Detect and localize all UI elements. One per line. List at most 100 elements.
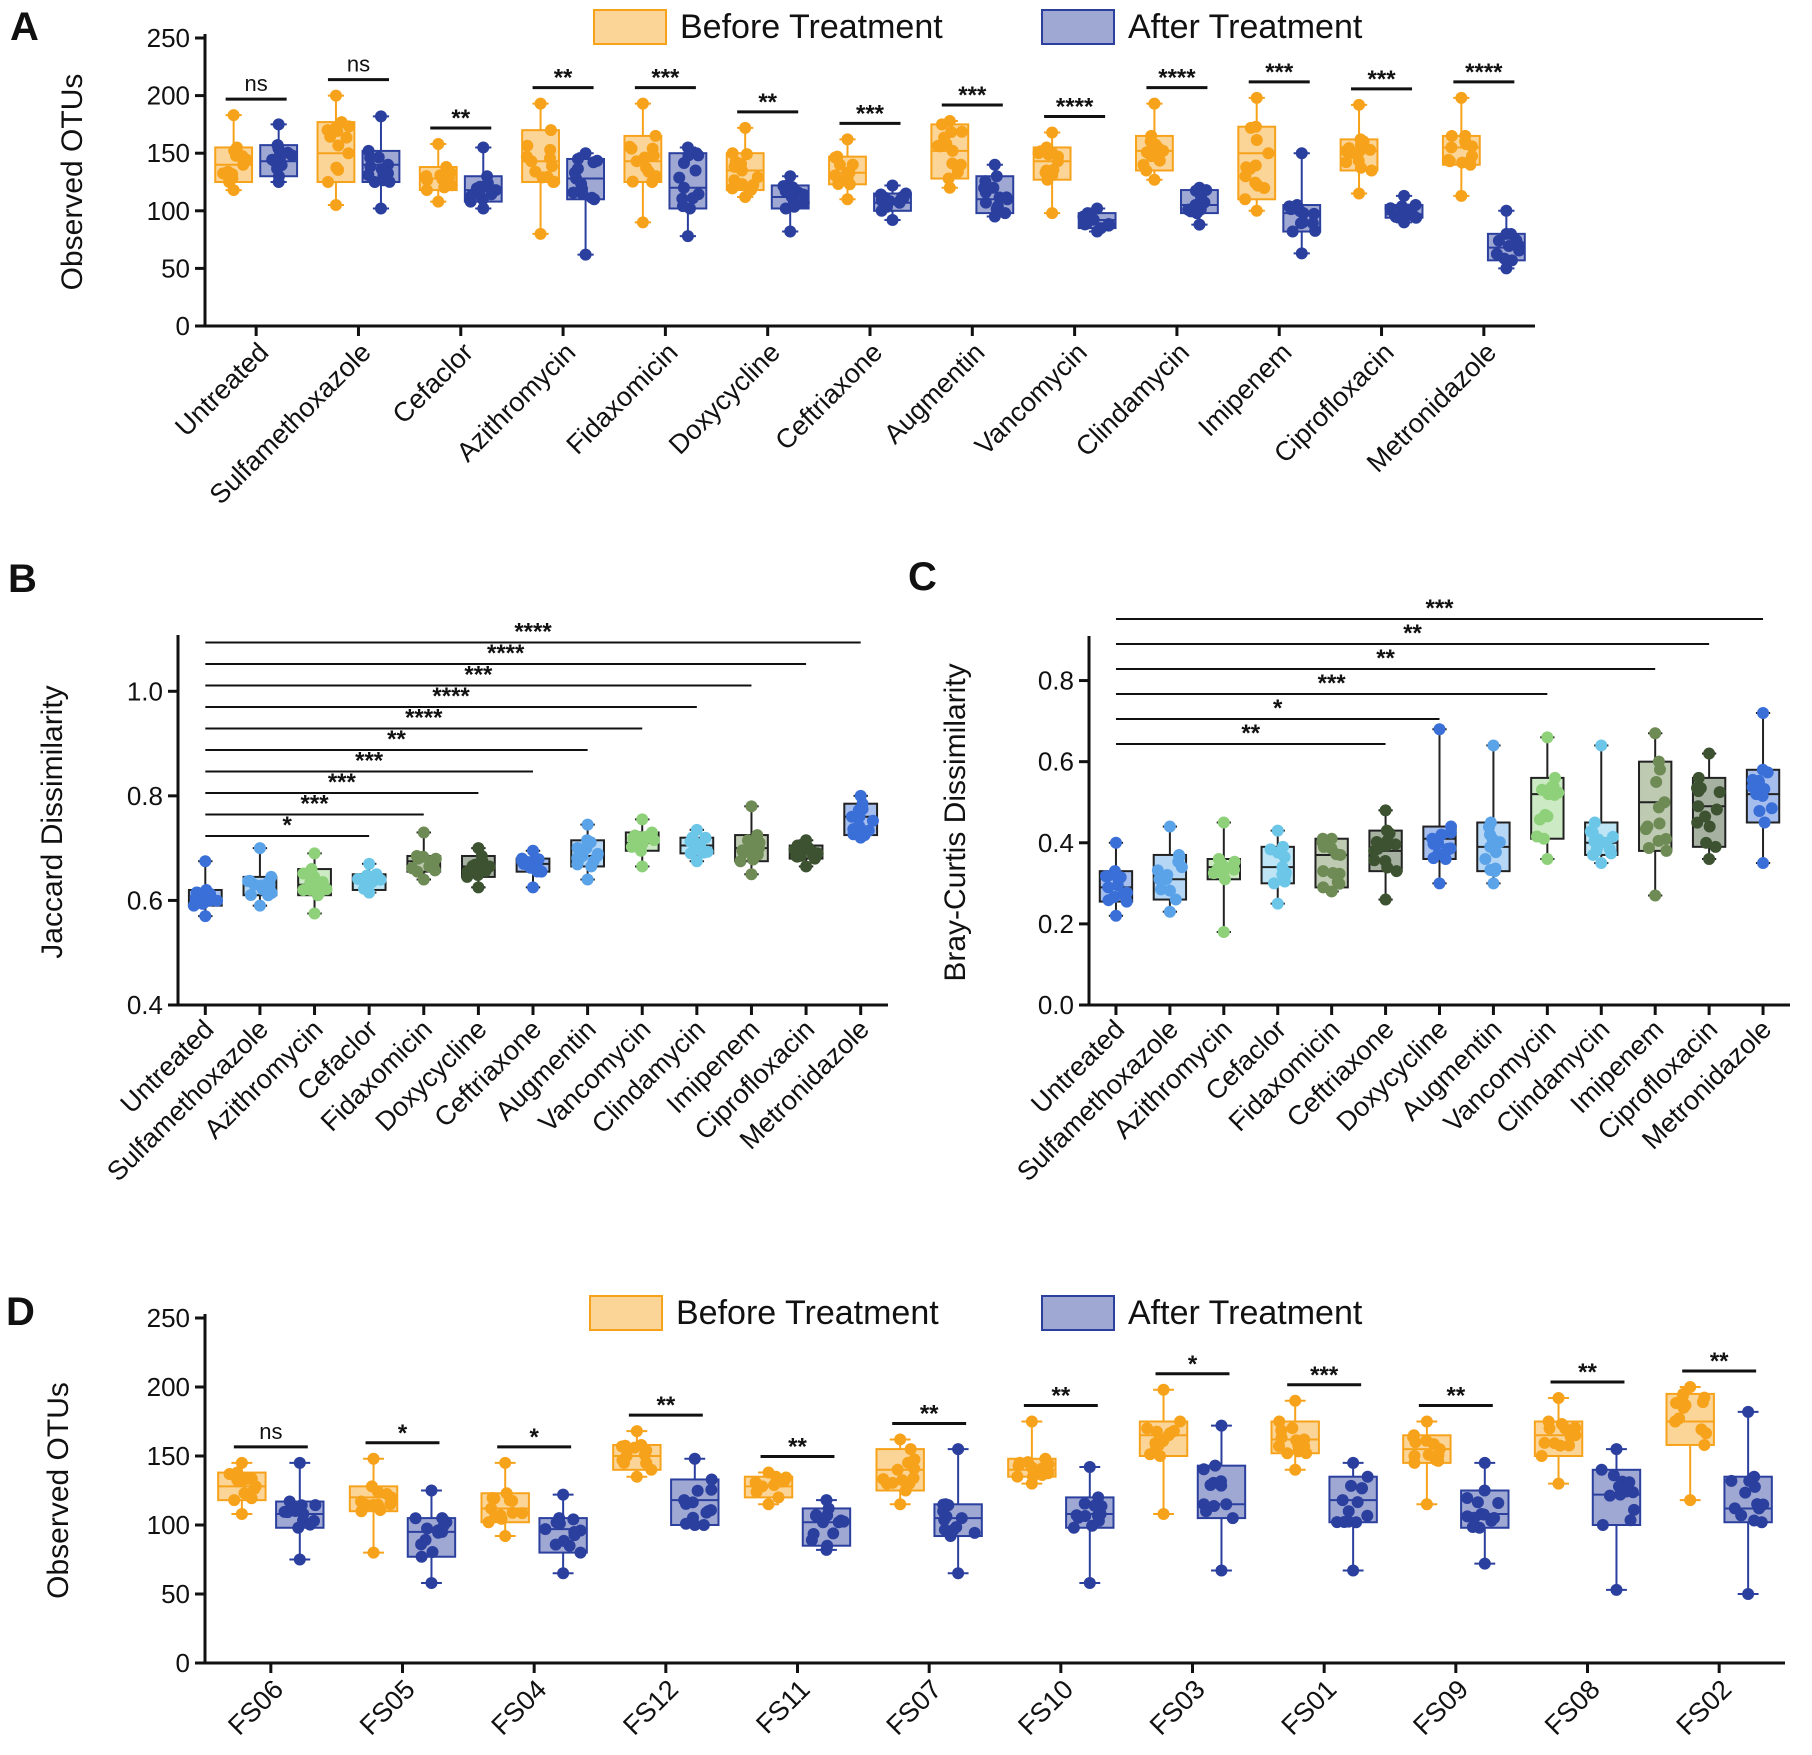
data-point [1195,191,1208,204]
comparison-label: ** [1403,620,1422,647]
data-point [649,129,662,142]
data-point [979,196,992,209]
data-point [248,1482,261,1495]
data-point [1317,840,1330,853]
data-point [1492,1496,1505,1509]
data-point [1441,842,1454,855]
data-point [938,131,951,144]
data-point [367,1498,380,1511]
data-point [1709,840,1722,853]
x-tick-label: FS02 [1671,1674,1738,1741]
data-point [479,864,492,877]
comparison-label: *** [301,791,330,818]
data-point [1471,1496,1484,1509]
data-point [1042,1467,1055,1480]
y-tick-label: 0.2 [1038,909,1074,939]
data-point [1083,1576,1096,1589]
data-point [1021,1456,1034,1469]
data-point [1408,1450,1421,1462]
data-point [1390,865,1403,878]
comparison-label: ** [1376,645,1395,672]
data-point [499,1530,512,1543]
data-point [1641,820,1654,833]
data-point [1141,1422,1154,1435]
data-point [784,225,797,238]
data-point [585,191,598,204]
data-point [332,139,345,152]
data-point [309,1499,322,1512]
data-point [955,125,968,138]
data-point [630,1425,643,1438]
data-point [646,142,659,155]
data-point [1150,1425,1163,1438]
legend-label-after: After Treatment [1128,1294,1363,1332]
data-point [1742,1588,1755,1600]
data-point [1204,1478,1217,1491]
data-point [886,179,899,192]
data-point [1479,853,1492,865]
data-point [342,120,355,133]
data-point [1157,1507,1170,1520]
y-tick-label: 100 [147,1510,190,1540]
data-point [1420,1498,1433,1511]
x-tick-label: FS12 [617,1674,684,1741]
comparison-label: ** [1241,720,1260,747]
data-point [253,899,266,912]
data-point [745,800,758,813]
y-tick-label: 0 [176,1648,190,1678]
data-point [1070,1509,1083,1522]
significance-label: * [1188,1351,1198,1378]
data-point [688,843,701,856]
data-point [1492,234,1505,247]
data-point [806,846,819,859]
data-point [1117,888,1130,901]
data-point [539,1523,552,1536]
data-point [1000,191,1013,204]
data-point [991,200,1004,213]
data-point [506,1506,519,1519]
data-point [1442,153,1455,166]
data-point [1215,857,1228,870]
significance-label: ** [1710,1348,1729,1375]
data-point [1485,1514,1498,1527]
y-tick-label: 150 [147,1441,190,1471]
data-point [342,147,355,160]
data-point [686,1496,699,1509]
data-point [880,200,893,213]
data-point [821,1509,834,1522]
legend-label-after: After Treatment [1128,8,1363,46]
data-point [729,155,742,168]
comparison-label: **** [405,705,443,732]
data-point [340,131,353,144]
data-point [841,193,854,206]
data-point [1215,1479,1228,1492]
significance-label: ** [758,89,777,116]
data-point [329,89,342,102]
comparison-label: **** [514,619,552,646]
data-point [1286,1422,1299,1435]
data-point [1652,834,1665,847]
data-point [682,149,695,162]
data-point [363,857,376,870]
data-point [372,151,385,164]
data-point [1692,800,1705,813]
data-point [749,1476,762,1489]
data-point [199,855,212,868]
y-tick-label: 100 [147,196,190,226]
comparison-label: **** [432,683,470,710]
data-point [1698,1391,1711,1404]
comparison-label: * [1273,695,1283,722]
data-point [1484,864,1497,877]
data-point [1466,150,1479,163]
data-point [1226,1512,1239,1525]
data-point [1624,1514,1637,1527]
data-point [1757,707,1770,719]
data-point [1102,218,1115,231]
data-point [1761,766,1774,779]
data-point [891,1463,904,1476]
data-point [406,862,419,875]
data-point [415,1538,428,1551]
data-point [978,182,991,195]
x-tick-label: Ceftriaxone [769,337,888,456]
panel-letter-d: D [6,1290,35,1334]
